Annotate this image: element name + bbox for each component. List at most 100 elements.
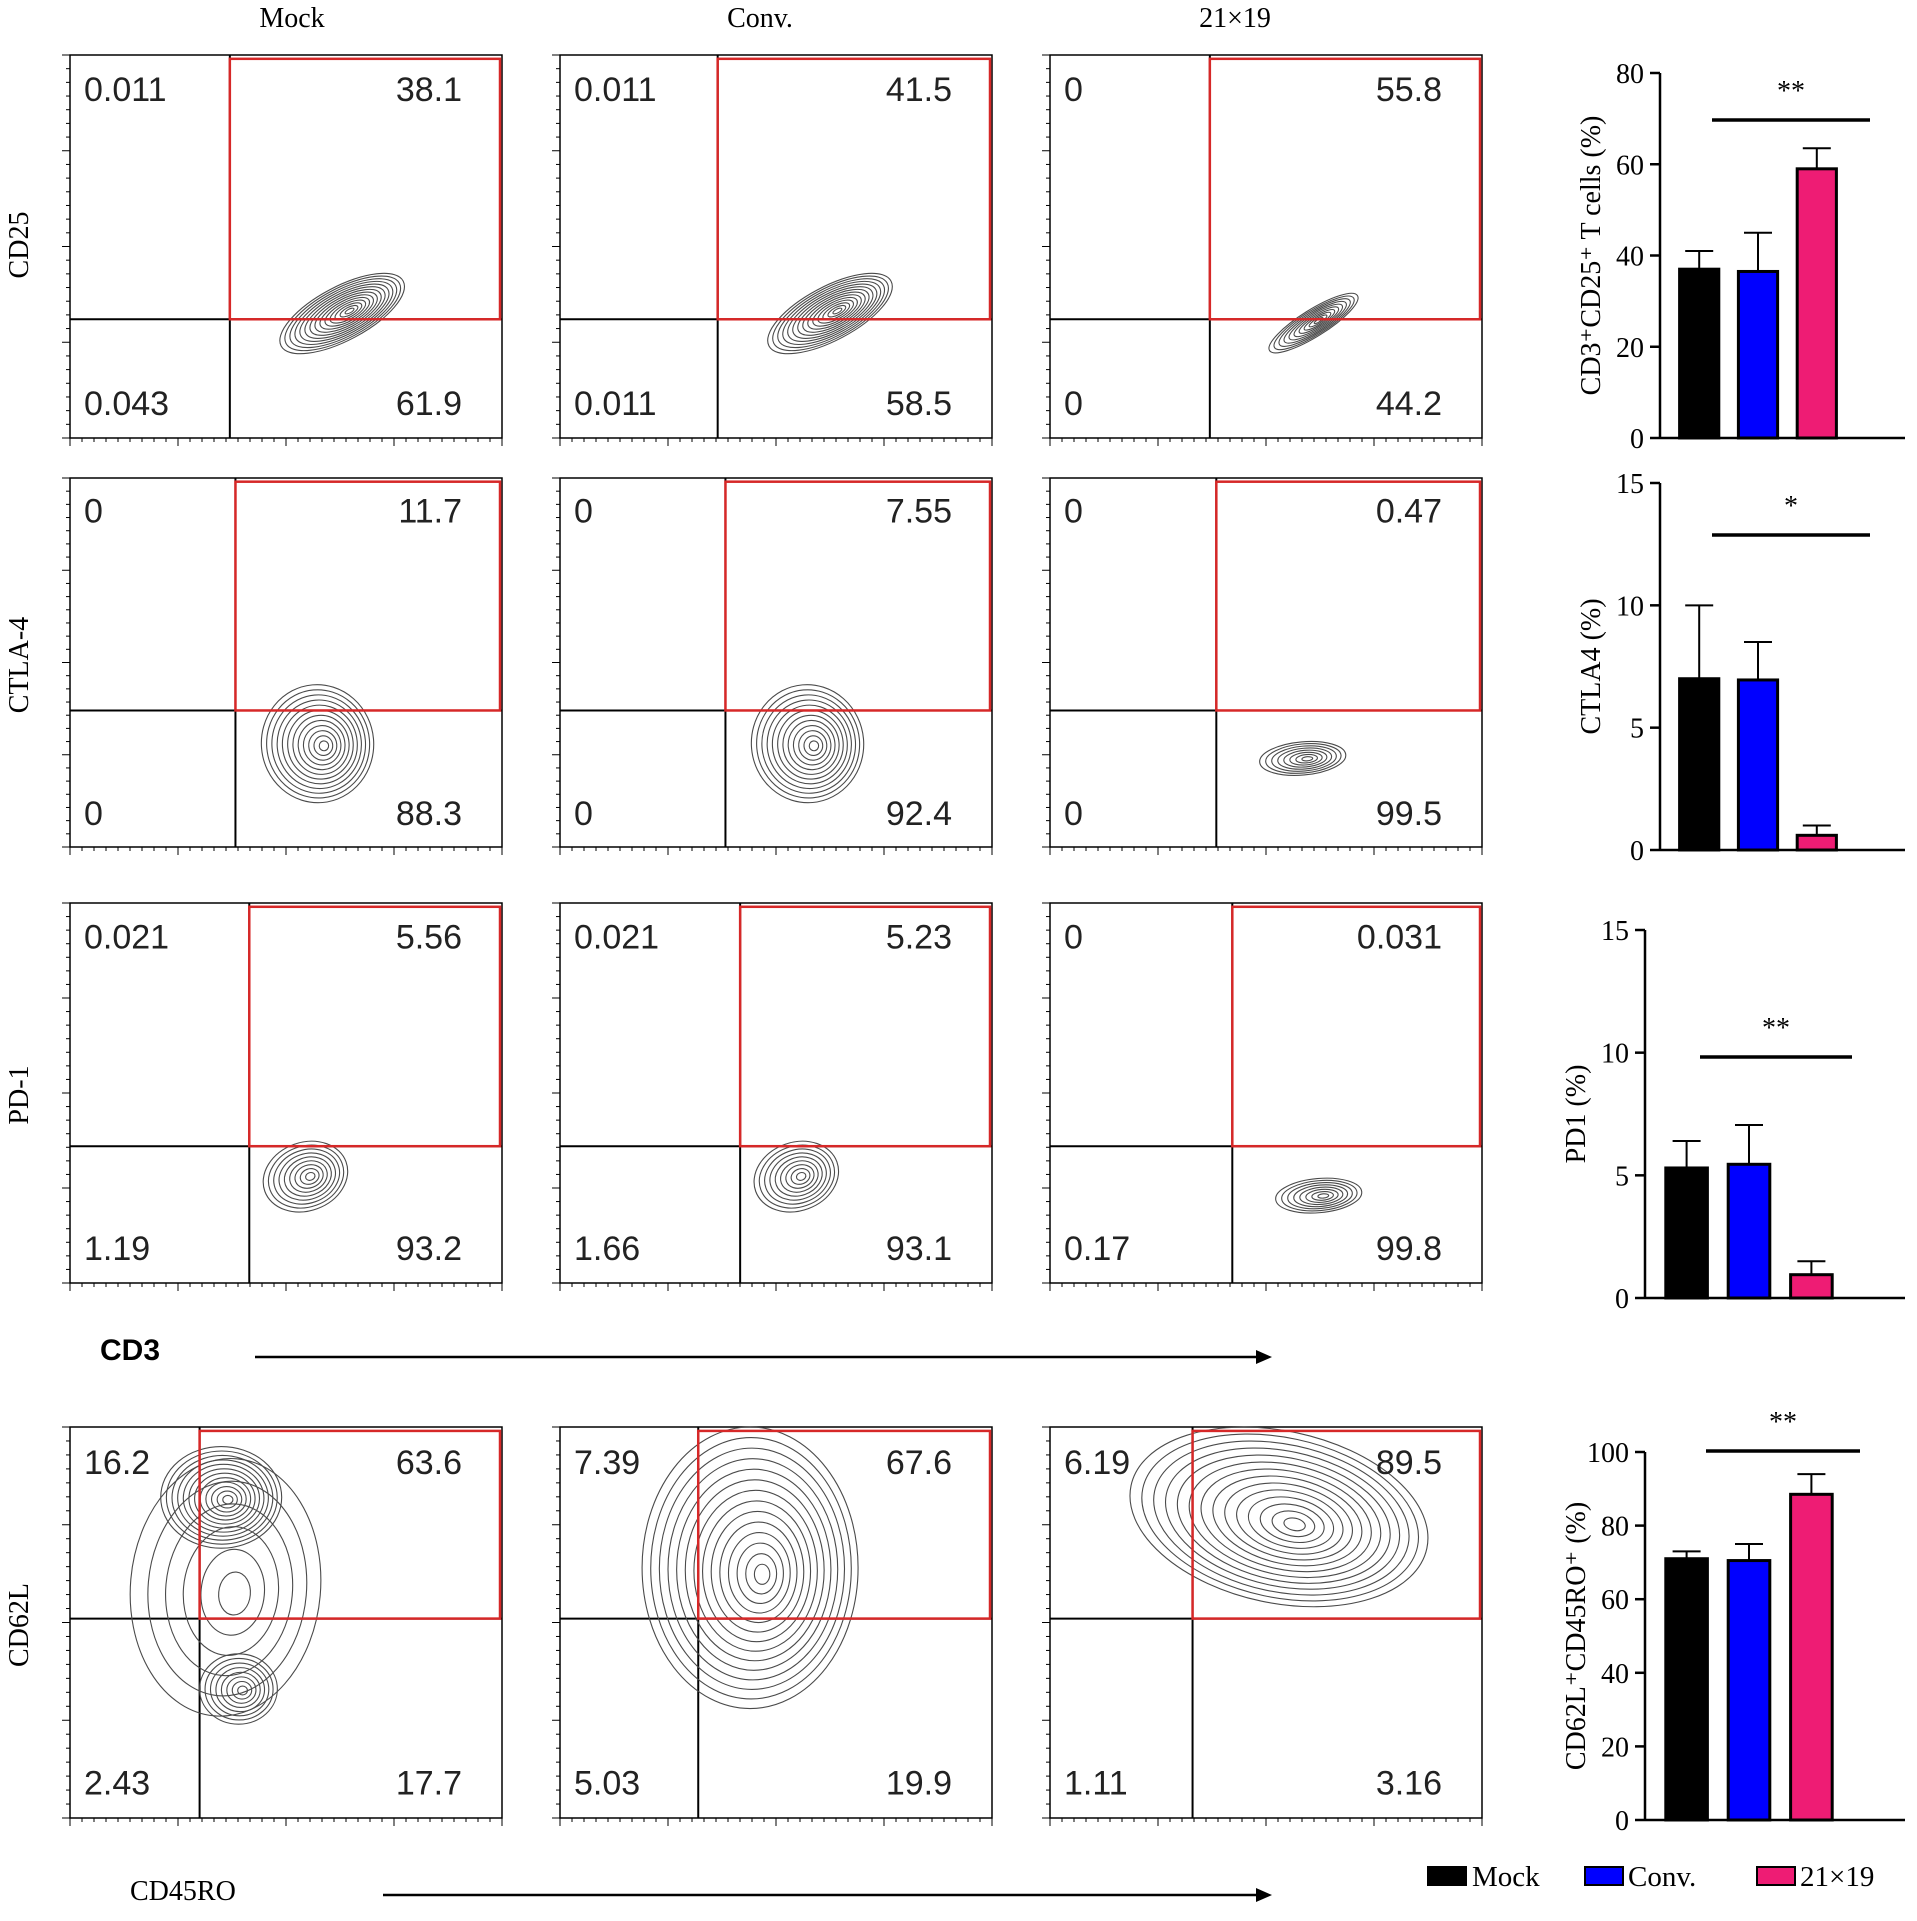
bar-21x19 xyxy=(1795,833,1838,852)
gate-box xyxy=(234,480,502,712)
y-marker-cd25: CD25 xyxy=(4,212,35,279)
quadrant-upper-left-value: 0 xyxy=(84,492,103,530)
population-contour xyxy=(787,283,878,342)
gate-box xyxy=(1208,57,1482,321)
y-axis-label: PD1 (%) xyxy=(1561,1065,1592,1164)
quadrant-upper-left-value: 0.011 xyxy=(574,71,657,109)
quadrant-lower-right-value: 3.16 xyxy=(1376,1765,1442,1803)
population-contour xyxy=(1305,1188,1339,1203)
gate-box xyxy=(198,1429,502,1620)
population-contour xyxy=(745,1553,778,1595)
population-contour xyxy=(1259,740,1347,776)
population-contour xyxy=(756,689,861,799)
population-contour xyxy=(283,1156,332,1197)
y-tick-label: 40 xyxy=(1601,1659,1629,1690)
population-contour xyxy=(278,1152,336,1201)
population-contour xyxy=(1212,1475,1363,1567)
population-contour xyxy=(1293,1184,1349,1208)
population-contour xyxy=(1200,1468,1372,1573)
quadrant-upper-right-value: 89.5 xyxy=(1376,1444,1442,1482)
population-contour xyxy=(1275,1177,1363,1214)
quadrant-upper-right-value: 5.23 xyxy=(886,919,952,957)
y-axis-label: CD3⁺CD25⁺ T cells (%) xyxy=(1576,116,1607,396)
quadrant-lower-left-value: 2.43 xyxy=(84,1765,150,1803)
population-contour xyxy=(753,1563,771,1585)
bar-mock xyxy=(1664,1557,1709,1822)
quadrant-lower-right-value: 99.5 xyxy=(1376,795,1442,833)
flow-panel-r0-c2: 0 55.8 0 44.2 xyxy=(1042,54,1483,446)
y-tick-label: 80 xyxy=(1616,59,1644,90)
population-contour xyxy=(267,1144,345,1209)
flow-panel-r0-c0: 0.011 38.1 0.043 61.9 xyxy=(62,54,503,446)
population-contour xyxy=(792,286,874,339)
population-contour xyxy=(1281,1179,1358,1212)
population-contour xyxy=(1236,1489,1344,1555)
population-contour xyxy=(797,288,870,336)
significance-label: * xyxy=(1784,491,1798,522)
quadrant-upper-left-value: 16.2 xyxy=(84,1444,150,1482)
population-contour xyxy=(769,1152,827,1201)
panel-frame xyxy=(1049,477,1483,848)
quadrant-upper-right-value: 55.8 xyxy=(1376,71,1442,109)
population-contour xyxy=(194,1472,256,1525)
quadrant-upper-left-value: 0 xyxy=(1064,71,1083,109)
population-contour xyxy=(147,1480,308,1697)
quadrant-upper-right-value: 0.031 xyxy=(1357,919,1442,957)
flow-panel-r2-c0: 0.021 5.56 1.19 93.2 xyxy=(62,902,503,1291)
population-contour xyxy=(292,714,350,775)
population-contour xyxy=(284,275,402,352)
population-contour xyxy=(319,294,374,330)
population-contour xyxy=(294,1164,324,1189)
column-titles: Mock Conv. 21×19 xyxy=(259,3,1271,34)
flow-panel-r1-c1: 0 7.55 0 92.4 xyxy=(552,477,993,855)
population-contour xyxy=(165,1450,278,1545)
population-contour xyxy=(1271,1510,1316,1538)
population-contour xyxy=(339,304,359,318)
y-tick-label: 10 xyxy=(1616,591,1644,622)
panel-frame xyxy=(1049,1426,1483,1819)
population-contour xyxy=(205,1481,247,1517)
gate-box xyxy=(228,57,502,321)
population-contour xyxy=(702,1500,812,1643)
bar-conv xyxy=(1736,678,1780,852)
panel-frame xyxy=(559,902,993,1284)
population-contour xyxy=(1299,1186,1344,1206)
population-contour xyxy=(1298,309,1336,334)
population-contour xyxy=(1247,1496,1335,1549)
gate-box xyxy=(1215,480,1482,712)
population-contour xyxy=(1287,1182,1353,1210)
population-contour xyxy=(204,1657,274,1721)
gate-box xyxy=(716,57,992,321)
population-contour xyxy=(798,730,828,761)
y-marker-pd1: PD-1 xyxy=(4,1065,35,1124)
population-contour xyxy=(719,1521,798,1624)
quadrant-upper-left-value: 0.011 xyxy=(84,71,167,109)
population-contour xyxy=(792,725,832,766)
population-contour xyxy=(1317,1193,1330,1199)
column-title-conv: Conv. xyxy=(727,3,793,34)
population-contour xyxy=(777,278,886,349)
y-axis-label: CD62L⁺CD45RO⁺ (%) xyxy=(1561,1502,1592,1770)
panel-frame xyxy=(69,54,503,439)
quadrant-upper-left-value: 0.021 xyxy=(574,919,659,957)
flow-panel-r3-c2: 6.19 89.5 1.11 3.16 xyxy=(1042,1426,1483,1826)
quadrant-upper-right-value: 41.5 xyxy=(886,71,952,109)
y-axis-label: CTLA4 (%) xyxy=(1576,598,1607,734)
bar-conv xyxy=(1726,1559,1772,1822)
population-contour xyxy=(790,1168,811,1185)
x-marker-cd3: CD3 xyxy=(100,1334,160,1367)
y-tick-label: 20 xyxy=(1616,333,1644,364)
y-tick-label: 5 xyxy=(1630,714,1644,745)
population-contour xyxy=(314,291,378,333)
population-contour xyxy=(787,719,836,771)
row-marker-labels: CD25 CTLA-4 PD-1 CD62L xyxy=(4,212,35,1667)
population-contour xyxy=(753,1140,840,1213)
population-contour xyxy=(344,307,355,315)
quadrant-lower-left-value: 1.19 xyxy=(84,1230,150,1268)
y-tick-label: 60 xyxy=(1601,1585,1629,1616)
bar-conv xyxy=(1726,1162,1772,1300)
population-contour xyxy=(1301,756,1314,762)
population-contour xyxy=(1289,751,1323,766)
population-contour xyxy=(231,1680,253,1700)
y-marker-ctla4: CTLA-4 xyxy=(4,617,35,713)
